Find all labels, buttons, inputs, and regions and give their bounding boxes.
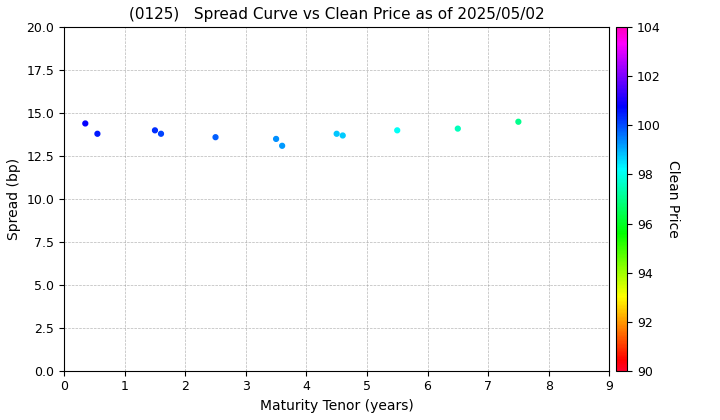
Point bbox=[270, 136, 282, 142]
Y-axis label: Spread (bp): Spread (bp) bbox=[7, 158, 21, 240]
Point bbox=[337, 132, 348, 139]
Y-axis label: Clean Price: Clean Price bbox=[666, 160, 680, 238]
Point bbox=[513, 118, 524, 125]
Point bbox=[276, 142, 288, 149]
Point bbox=[392, 127, 403, 134]
X-axis label: Maturity Tenor (years): Maturity Tenor (years) bbox=[260, 399, 413, 413]
Point bbox=[452, 125, 464, 132]
Point bbox=[210, 134, 221, 141]
Point bbox=[156, 130, 167, 137]
Point bbox=[149, 127, 161, 134]
Point bbox=[331, 130, 343, 137]
Title: (0125)   Spread Curve vs Clean Price as of 2025/05/02: (0125) Spread Curve vs Clean Price as of… bbox=[129, 7, 544, 22]
Point bbox=[91, 130, 103, 137]
Point bbox=[79, 120, 91, 127]
